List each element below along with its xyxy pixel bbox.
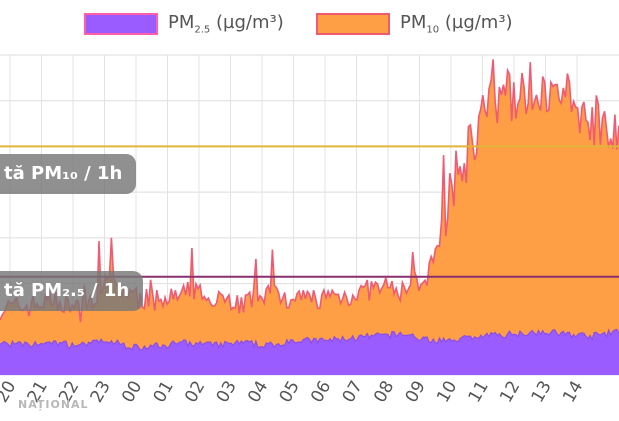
x-tick-label: 02	[181, 378, 209, 407]
pm25-line	[0, 328, 619, 352]
x-tick-label: 13	[528, 378, 556, 407]
series-areas	[0, 59, 619, 376]
x-tick-label: 07	[339, 378, 367, 407]
legend-swatch-pm10	[316, 12, 390, 35]
pm10-area	[0, 59, 619, 376]
x-tick-label: 04	[244, 378, 272, 407]
x-tick-label: 09	[402, 378, 430, 407]
x-tick-label: 01	[150, 378, 178, 407]
x-tick-label: 05	[276, 378, 304, 407]
x-tick-label: 14	[559, 378, 587, 407]
watermark-logo: NAȚIONAL	[18, 398, 89, 411]
x-tick-label: 03	[213, 378, 241, 407]
x-tick-label: 06	[307, 378, 335, 407]
threshold-label-pm10: tă PM₁₀ / 1h	[0, 154, 137, 194]
x-tick-label: 10	[433, 378, 461, 407]
x-tick-label: 23	[87, 378, 115, 407]
legend-label-pm25: PM2.5 (µg/m³)	[168, 12, 284, 36]
x-tick-label: 12	[496, 378, 524, 407]
legend-item-pm10[interactable]: PM10 (µg/m³)	[316, 12, 513, 36]
x-tick-label: 08	[370, 378, 398, 407]
legend-label-pm10: PM10 (µg/m³)	[400, 12, 513, 36]
legend: PM2.5 (µg/m³) PM10 (µg/m³)	[0, 12, 619, 42]
threshold-label-pm25: tă PM₂.₅ / 1h	[0, 271, 144, 311]
legend-item-pm25[interactable]: PM2.5 (µg/m³)	[84, 12, 284, 36]
pm25-area	[0, 329, 619, 375]
x-tick-label: 00	[118, 378, 146, 407]
legend-swatch-pm25	[84, 12, 158, 35]
x-tick-label: 11	[465, 378, 493, 407]
